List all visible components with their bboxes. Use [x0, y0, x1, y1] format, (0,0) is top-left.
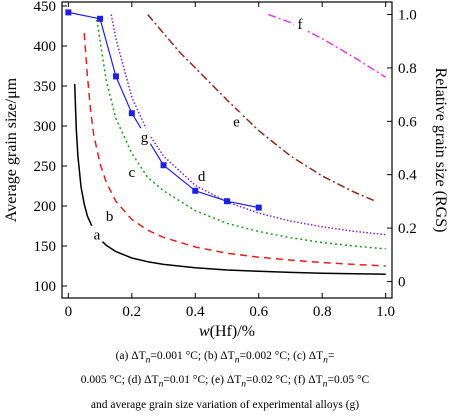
chart: ab c d e f g 0 0.2 0.4 0.6 0.8 1.0 100 150 200 250 300 3… — [3, 0, 449, 340]
x-axis-label: w(Hf)/% — [199, 323, 255, 340]
x-tick-label: 0 — [65, 304, 73, 320]
curve-g — [68, 11, 259, 209]
caption-line-2: 0.005 °C; (d) ΔTn=0.01 °C; (e) ΔTn=0.02 … — [80, 374, 370, 390]
curve-d-label: d — [198, 169, 206, 185]
x-tick-label: 0.6 — [249, 304, 268, 320]
curve-c-label: c — [128, 165, 135, 181]
y-right-tick-label: 0 — [398, 274, 406, 290]
y-right-tick-label: 1.0 — [398, 8, 417, 24]
y-left-tick-label: 100 — [34, 279, 57, 295]
y-left-tick-label: 200 — [34, 199, 57, 215]
y-right-tick-label: 0.2 — [398, 221, 417, 237]
curve-g-label-bg — [138, 128, 151, 145]
curve-b-label: b — [106, 209, 114, 225]
curve-g-marker — [160, 162, 167, 169]
curve-f-label-bg — [293, 14, 306, 31]
curve-g-marker — [112, 73, 119, 80]
caption-line-3: and average grain size variation of expe… — [90, 398, 360, 411]
curve-e — [147, 14, 377, 203]
y-right-tick-label: 0.8 — [398, 61, 417, 77]
curve-g-label: g — [141, 130, 149, 146]
x-tick-label: 0.2 — [122, 304, 141, 320]
x-tick-label: 0.8 — [313, 304, 332, 320]
y-left-tick-label: 400 — [34, 39, 57, 55]
figure-caption: (a) ΔTn=0.001 °C; (b) ΔTn=0.002 °C; (c) … — [0, 346, 450, 415]
curve-a-label-bg — [90, 225, 103, 242]
curve-g-marker — [255, 204, 262, 211]
curve-d-label-bg — [195, 167, 208, 184]
curve-f-label: f — [297, 17, 302, 33]
y-right-tick-label: 0.6 — [398, 114, 417, 130]
x-tick-label: 1.0 — [376, 304, 395, 320]
x-axis-label-variable: w — [199, 323, 210, 340]
curve-g-marker — [97, 15, 104, 22]
curve-labels-layer: ab c d e f g — [90, 14, 306, 244]
curve-g-marker — [65, 9, 72, 16]
curve-g-marker — [192, 187, 199, 194]
y-axis-right-label: Relative grain size (RGS) — [432, 68, 449, 233]
curve-c — [96, 19, 386, 250]
curve-b — [83, 33, 386, 267]
curve-d — [110, 14, 386, 236]
x-tick-label: 0.4 — [186, 304, 205, 320]
curves-layer — [65, 9, 387, 275]
x-axis-label-unit: (Hf)/% — [210, 323, 255, 340]
caption-line-1: (a) ΔTn=0.001 °C; (b) ΔTn=0.002 °C; (c) … — [115, 350, 335, 366]
curve-e-label: e — [233, 114, 240, 130]
curve-c-label-bg — [125, 163, 138, 180]
curve-b-label-bg — [103, 207, 116, 224]
y-left-tick-label: 150 — [34, 239, 57, 255]
y-axis-left-label: Average grain size/μm — [3, 77, 20, 222]
ticks-layer: 0 0.2 0.4 0.6 0.8 1.0 100 150 200 250 300 350 400 450… — [34, 0, 418, 320]
y-left-tick-label: 300 — [34, 119, 57, 135]
curve-a-label: a — [94, 228, 101, 244]
plot-frame — [61, 1, 393, 299]
curve-f — [268, 13, 387, 78]
y-right-tick-label: 0.4 — [398, 168, 417, 184]
curve-a — [73, 83, 386, 275]
curve-g-marker — [224, 198, 230, 205]
curve-e-label-bg — [230, 112, 243, 129]
y-left-tick-label: 250 — [34, 159, 57, 175]
y-left-tick-label: 350 — [34, 79, 57, 95]
curve-g-marker — [128, 110, 135, 117]
y-left-tick-label: 450 — [34, 0, 57, 15]
